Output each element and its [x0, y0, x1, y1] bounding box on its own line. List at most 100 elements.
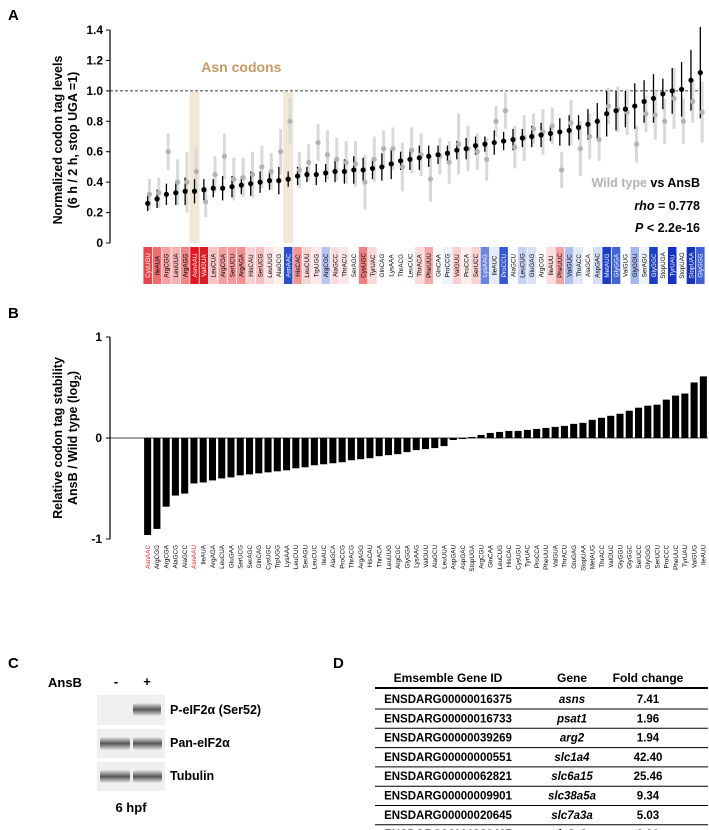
x-tick-label: HisCAU — [248, 254, 255, 277]
bar — [301, 438, 309, 468]
data-point — [266, 178, 273, 184]
data-point — [381, 146, 387, 152]
data-point — [409, 147, 415, 153]
bar — [310, 438, 318, 466]
bar — [523, 429, 531, 438]
bar — [338, 438, 346, 463]
x-tick-label: AspGAU — [451, 545, 458, 570]
table-cell: ENSDARG00000016733 — [384, 713, 512, 725]
data-point — [549, 123, 555, 129]
y-tick-label: 1.4 — [86, 23, 103, 37]
category-box — [218, 247, 227, 284]
legend-entry: AnsB — [667, 176, 700, 190]
category-box — [340, 247, 349, 284]
bar — [171, 438, 179, 496]
x-tick-label: SerUCC — [473, 253, 480, 277]
table-cell: slc1a4 — [554, 752, 590, 764]
bar — [190, 438, 198, 484]
category-box — [283, 247, 293, 284]
data-point — [643, 111, 649, 117]
data-point — [238, 182, 244, 188]
category-box — [433, 247, 443, 284]
x-tick-label: LeuCUG — [520, 253, 527, 278]
bar — [570, 423, 578, 438]
data-point — [596, 136, 602, 143]
x-tick-label: LeuUUA — [173, 253, 180, 278]
bar — [366, 438, 374, 459]
data-point — [454, 147, 460, 153]
data-point — [174, 179, 181, 185]
data-point — [201, 187, 207, 193]
table-header: Emsemble Gene ID — [394, 671, 503, 685]
x-tick-label: ValGUA — [201, 254, 208, 277]
bar — [505, 430, 513, 438]
bar — [699, 376, 707, 438]
category-box — [377, 247, 387, 284]
x-tick-label: GluGAA — [228, 544, 235, 568]
x-tick-label: CysUGU — [515, 545, 522, 570]
stat-symbol: P — [635, 221, 644, 235]
category-box — [349, 247, 359, 284]
category-box — [227, 247, 237, 284]
x-tick-label: GluGAG — [529, 254, 536, 278]
data-point — [699, 109, 705, 115]
bar — [181, 438, 189, 494]
category-box — [171, 247, 181, 284]
table-cell: arg2 — [560, 733, 585, 745]
category-box — [536, 247, 546, 284]
data-point — [278, 149, 284, 155]
data-point — [352, 161, 359, 167]
data-point — [231, 176, 237, 182]
y-axis-label: Normalized codon tag levels — [51, 56, 65, 225]
bar — [208, 438, 216, 481]
category-box — [574, 247, 583, 284]
category-box — [330, 247, 340, 284]
bar — [153, 438, 161, 529]
x-tick-label: ValGUC — [566, 254, 573, 277]
x-tick-label: ProCCG — [339, 545, 346, 569]
data-point — [324, 152, 331, 158]
table-cell: 1.96 — [637, 713, 659, 725]
bar — [375, 438, 383, 457]
data-point — [249, 171, 256, 178]
legend-join: vs — [650, 176, 664, 190]
x-tick-label: CysUGC — [265, 545, 272, 570]
x-tick-label: TyrUAU — [670, 254, 677, 276]
category-box — [405, 247, 415, 284]
bar — [273, 438, 281, 472]
bar — [588, 419, 596, 438]
data-point — [502, 108, 509, 114]
table-cell: ENSDARG00000009901 — [384, 791, 512, 803]
bar — [486, 432, 494, 438]
category-box — [593, 247, 602, 284]
data-point — [688, 77, 694, 83]
category-box — [237, 247, 246, 284]
data-point — [360, 167, 366, 173]
panel-label: D — [333, 655, 344, 672]
table-cell: ENSDARG00000000551 — [384, 752, 512, 764]
category-box — [555, 247, 565, 284]
bar — [144, 438, 152, 535]
data-point — [154, 196, 160, 202]
table-cell: ENSDARG00000062821 — [384, 771, 512, 783]
bar — [616, 413, 624, 438]
x-tick-label: LeuCUG — [497, 545, 504, 570]
x-tick-label: ValGUG — [623, 254, 630, 277]
data-point — [257, 179, 263, 185]
data-point — [294, 173, 301, 179]
bar — [468, 436, 476, 438]
x-tick-label: ArgAGA — [210, 544, 217, 568]
table-cell: 1.94 — [637, 733, 660, 745]
category-box — [443, 247, 452, 284]
data-point — [662, 118, 668, 124]
x-tick-label: StopUGA — [469, 544, 476, 571]
bar — [635, 407, 643, 438]
x-tick-label: IleAUA — [201, 544, 208, 564]
bar — [320, 438, 328, 465]
bar — [218, 438, 226, 479]
data-point — [484, 156, 490, 162]
x-tick-label: GlnCAA — [488, 544, 495, 568]
category-box — [649, 247, 658, 284]
category-box — [293, 247, 302, 284]
